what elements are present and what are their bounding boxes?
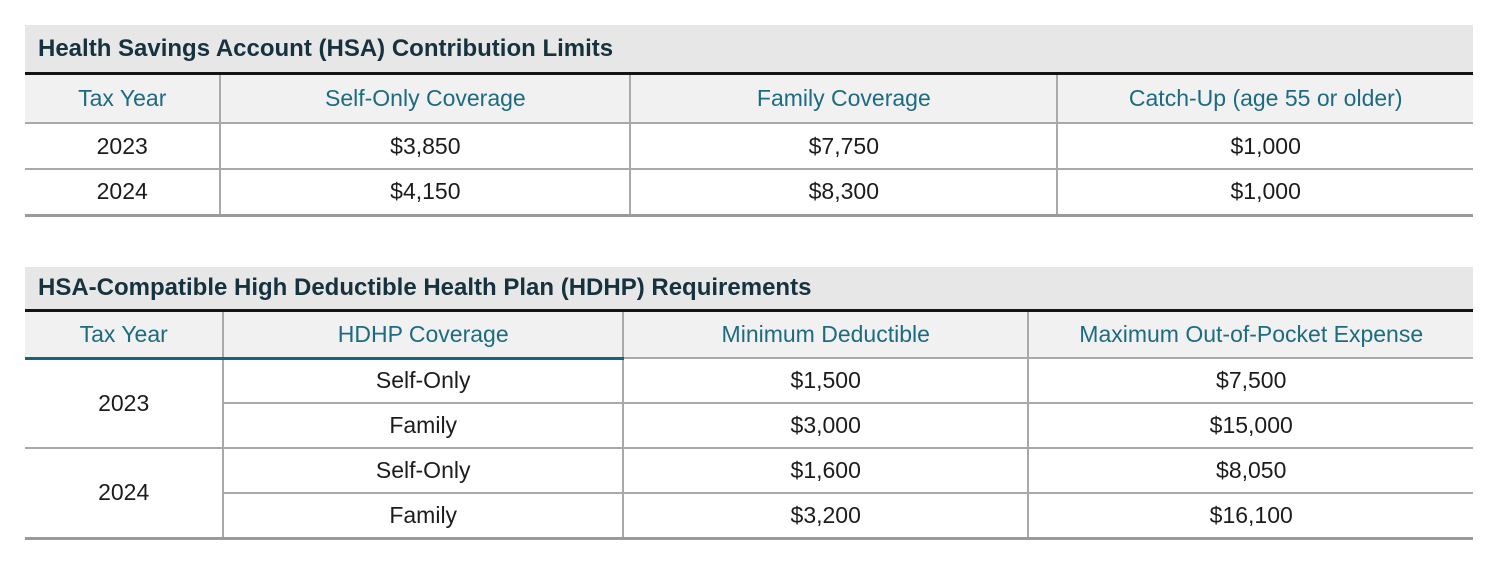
hsa-header-family: Family Coverage — [630, 75, 1059, 124]
hdhp-row-2024-family: Family $3,200 $16,100 — [25, 493, 1473, 538]
hdhp-requirements-table: Tax Year HDHP Coverage Minimum Deductibl… — [25, 312, 1473, 540]
hdhp-header-min-deductible: Minimum Deductible — [623, 312, 1030, 359]
hsa-contribution-limits-section: Health Savings Account (HSA) Contributio… — [25, 25, 1473, 217]
hdhp-2023-family-coverage: Family — [223, 403, 625, 449]
hdhp-2024-family-min: $3,200 — [623, 493, 1030, 538]
hsa-2024-self-only: $4,150 — [220, 169, 632, 215]
hdhp-header-row: Tax Year HDHP Coverage Minimum Deductibl… — [25, 312, 1473, 360]
hdhp-row-2024-self-only: 2024 Self-Only $1,600 $8,050 — [25, 448, 1473, 539]
hdhp-requirements-section: HSA-Compatible High Deductible Health Pl… — [25, 267, 1473, 540]
hdhp-2024-family-max: $16,100 — [1028, 493, 1473, 538]
hsa-2023-self-only: $3,850 — [220, 123, 632, 170]
hdhp-2024-family-coverage: Family — [223, 493, 625, 538]
hsa-contribution-limits-table: Tax Year Self-Only Coverage Family Cover… — [25, 75, 1473, 217]
hdhp-row-2023-family: Family $3,000 $15,000 — [25, 403, 1473, 449]
hsa-2023-catch-up: $1,000 — [1057, 123, 1473, 170]
hsa-header-tax-year: Tax Year — [25, 75, 222, 124]
hdhp-2024-year: 2024 — [25, 448, 225, 539]
hdhp-row-2023-self-only: 2023 Self-Only $1,500 $7,500 — [25, 358, 1473, 449]
hdhp-2023-self-only-coverage: Self-Only — [223, 358, 625, 404]
hsa-header-catch-up: Catch-Up (age 55 or older) — [1057, 75, 1473, 124]
hdhp-2023-self-only-max: $7,500 — [1028, 358, 1473, 404]
hdhp-2024-self-only-min: $1,600 — [623, 448, 1030, 494]
hsa-row-2024: 2024 $4,150 $8,300 $1,000 — [25, 169, 1473, 215]
hdhp-table-title: HSA-Compatible High Deductible Health Pl… — [25, 267, 1473, 312]
hsa-2024-catch-up: $1,000 — [1057, 169, 1473, 215]
hsa-2024-family: $8,300 — [630, 169, 1059, 215]
hdhp-2024-self-only-max: $8,050 — [1028, 448, 1473, 494]
hdhp-header-tax-year: Tax Year — [25, 312, 225, 360]
hsa-header-self-only: Self-Only Coverage — [220, 75, 632, 124]
hdhp-2024-self-only-coverage: Self-Only — [223, 448, 625, 494]
hsa-row-2023: 2023 $3,850 $7,750 $1,000 — [25, 123, 1473, 170]
hdhp-2023-family-min: $3,000 — [623, 403, 1030, 449]
hdhp-2023-self-only-min: $1,500 — [623, 358, 1030, 404]
hsa-header-row: Tax Year Self-Only Coverage Family Cover… — [25, 75, 1473, 124]
hdhp-2023-year: 2023 — [25, 358, 225, 449]
hdhp-header-max-oop: Maximum Out-of-Pocket Expense — [1028, 312, 1473, 359]
hsa-table-title: Health Savings Account (HSA) Contributio… — [25, 25, 1473, 75]
hsa-2024-year: 2024 — [25, 169, 222, 215]
hsa-2023-year: 2023 — [25, 123, 222, 170]
hdhp-header-coverage: HDHP Coverage — [223, 312, 625, 360]
hsa-2023-family: $7,750 — [630, 123, 1059, 170]
hdhp-2023-family-max: $15,000 — [1028, 403, 1473, 449]
